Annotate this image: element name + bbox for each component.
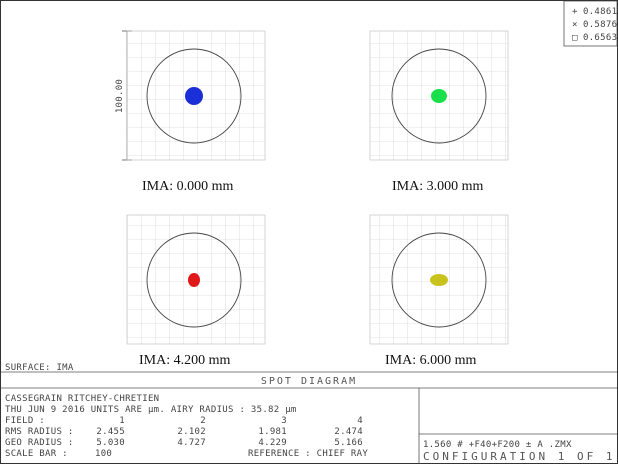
- legend-wavelength: 0.5876: [583, 20, 617, 30]
- reference-text: REFERENCE : CHIEF RAY: [248, 449, 368, 459]
- system-name: CASSEGRAIN RITCHEY-CHRETIEN: [5, 394, 159, 404]
- info-block: CASSEGRAIN RITCHEY-CHRETIEN THU JUN 9 20…: [5, 388, 617, 463]
- field-value: 3: [281, 416, 287, 426]
- airy-circle: [146, 232, 242, 328]
- geo-label: GEO RADIUS :: [5, 438, 74, 448]
- spot-panel-3: IMA: 4.200 mm: [126, 214, 266, 368]
- airy-circle: [391, 48, 487, 144]
- spot-cluster: [430, 274, 448, 286]
- spot-cluster: [188, 273, 200, 287]
- spot-cluster: [185, 87, 203, 105]
- rms-label: RMS RADIUS :: [5, 427, 74, 437]
- geo-value: 4.229: [258, 438, 287, 448]
- legend-marker: ×: [572, 20, 578, 30]
- scale-bar-label: 100.00: [115, 79, 125, 113]
- surface-label: SURFACE: IMA: [5, 363, 74, 373]
- geo-value: 5.030: [96, 438, 125, 448]
- rms-value: 2.455: [96, 427, 125, 437]
- spot-panel-2: IMA: 3.000 mm: [369, 30, 509, 194]
- spot-panel-4: IMA: 6.000 mm: [369, 214, 509, 368]
- panels-group: IMA: 0.000 mm IMA: 3.000 mm IMA: 4.200 m…: [126, 30, 509, 368]
- geo-value: 5.166: [334, 438, 363, 448]
- panel-label: IMA: 6.000 mm: [385, 353, 477, 368]
- rms-value: 1.981: [258, 427, 287, 437]
- wavelength-legend: + 0.4861 × 0.5876 □ 0.6563: [563, 1, 617, 47]
- config-file-line: 1.560 # +F40+F200 ± A .ZMX: [423, 440, 572, 450]
- panel-label: IMA: 4.200 mm: [139, 353, 231, 368]
- field-value: 2: [200, 416, 206, 426]
- field-label: FIELD :: [5, 416, 45, 426]
- geo-value: 4.727: [177, 438, 206, 448]
- diagram-title: SPOT DIAGRAM: [261, 376, 357, 387]
- field-value: 4: [357, 416, 363, 426]
- spot-panel-1: IMA: 0.000 mm: [126, 30, 266, 194]
- airy-circle: [391, 232, 487, 328]
- legend-marker: +: [572, 7, 578, 17]
- spot-cluster: [431, 89, 447, 103]
- rms-value: 2.474: [334, 427, 363, 437]
- legend-wavelength: 0.4861: [583, 7, 617, 17]
- date-units-line: THU JUN 9 2016 UNITS ARE µm. AIRY RADIUS…: [5, 405, 297, 415]
- panel-label: IMA: 3.000 mm: [392, 179, 484, 194]
- scale-bar-value: 100: [95, 449, 112, 459]
- title-bar: SPOT DIAGRAM: [1, 371, 617, 389]
- rms-value: 2.102: [177, 427, 206, 437]
- legend-marker: □: [572, 33, 578, 43]
- scale-bar-row-label: SCALE BAR :: [5, 449, 68, 459]
- legend-wavelength: 0.6563: [583, 33, 617, 43]
- configuration-line: CONFIGURATION 1 OF 1: [423, 450, 615, 463]
- panel-label: IMA: 0.000 mm: [142, 179, 234, 194]
- field-value: 1: [119, 416, 125, 426]
- airy-circle: [146, 48, 242, 144]
